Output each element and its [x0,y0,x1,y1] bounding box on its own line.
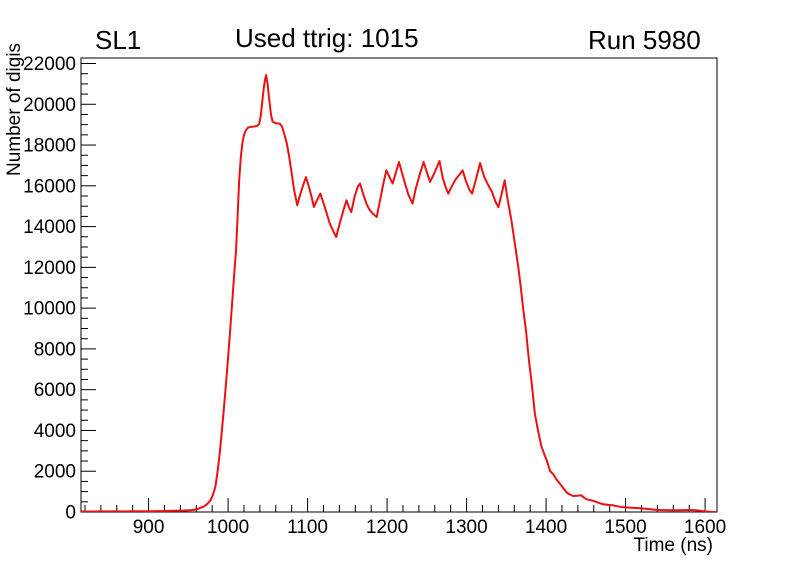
y-tick-label: 0 [65,503,76,524]
x-tick-label: 1300 [445,517,487,538]
y-tick-label: 16000 [23,176,76,197]
x-tick-label: 1500 [604,517,646,538]
y-tick-label: 10000 [23,299,76,320]
y-tick-label: 2000 [34,462,76,483]
x-tick-label: 1400 [525,517,567,538]
histogram-line [81,74,717,512]
x-tick-label: 1200 [366,517,408,538]
x-tick-label: 900 [133,517,165,538]
y-tick-label: 18000 [23,136,76,157]
x-tick-label: 1000 [207,517,249,538]
series-timebox [81,74,717,512]
y-tick-label: 8000 [34,339,76,360]
x-tick-label: 1600 [684,517,726,538]
x-axis: 900 1000 1100 1200 1300 1400 1500 1600 [84,498,726,538]
x-tick-label: 1100 [287,517,328,538]
y-tick-label: 14000 [23,217,76,238]
y-axis: 0 2000 4000 6000 8000 10000 12000 14000 16000 180… [23,54,96,524]
y-tick-label: 6000 [34,380,76,401]
y-tick-label: 4000 [34,421,76,442]
plot-frame [80,57,718,513]
x-axis-title: Time (ns) [633,535,713,556]
ttrig-label: Used ttrig: 1015 [235,23,419,53]
axis-titles: Time (ns) Number of digis [4,43,713,556]
run-label: Run 5980 [588,25,701,55]
superlayer-label: SL1 [95,25,142,55]
y-tick-label: 12000 [23,258,76,279]
y-tick-label: 20000 [23,95,76,116]
y-axis-title: Number of digis [4,43,25,176]
y-tick-label: 22000 [23,54,76,75]
frame-border [80,57,718,513]
